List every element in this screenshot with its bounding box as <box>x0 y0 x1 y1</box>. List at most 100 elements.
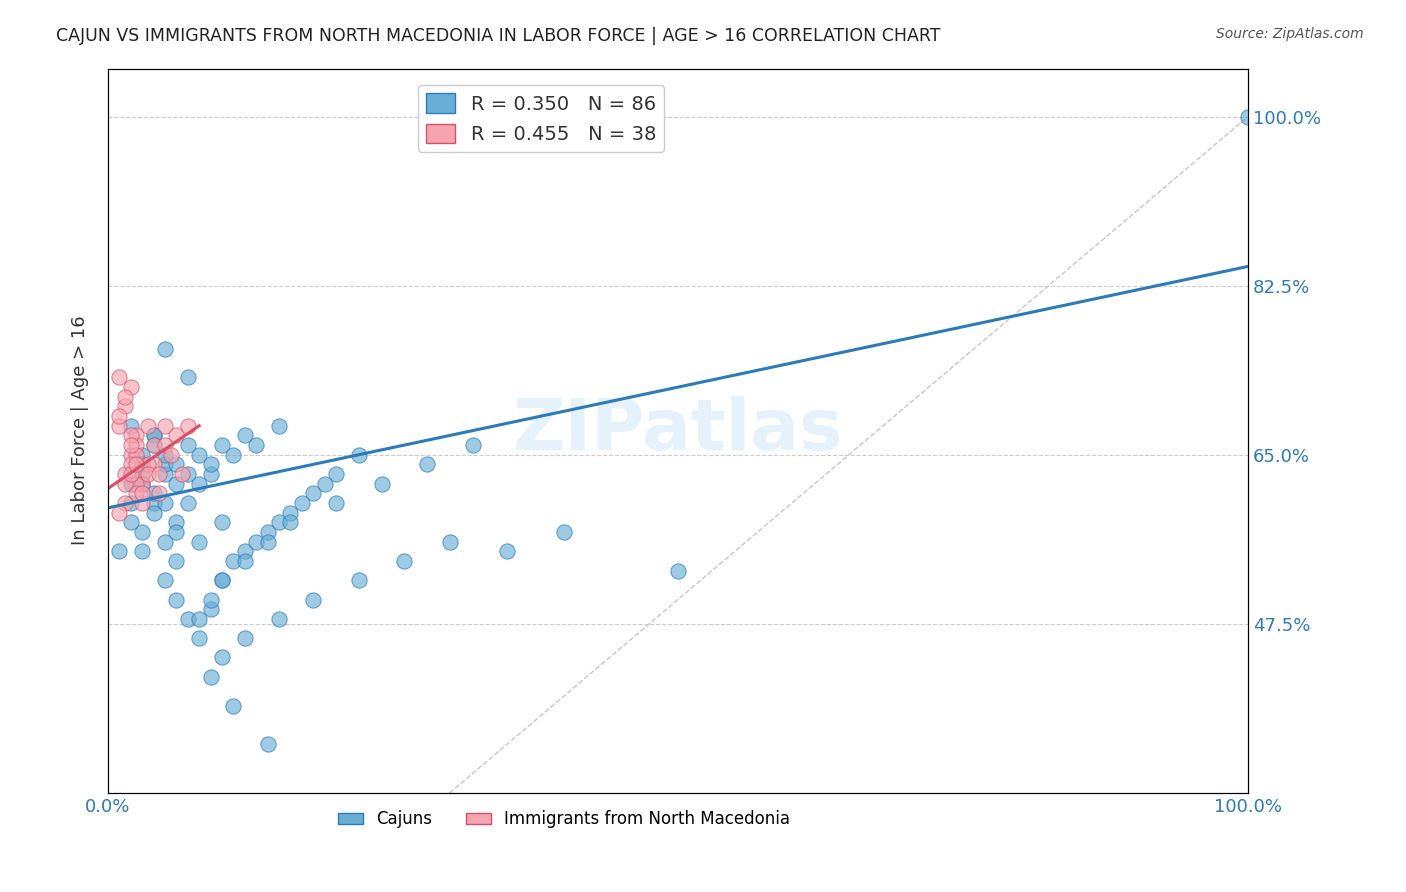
Point <box>461 438 484 452</box>
Point <box>165 592 187 607</box>
Point <box>142 486 165 500</box>
Point <box>416 458 439 472</box>
Point <box>108 370 131 384</box>
Point <box>211 438 233 452</box>
Point <box>120 467 142 481</box>
Point <box>267 418 290 433</box>
Point <box>131 458 153 472</box>
Point <box>131 458 153 472</box>
Point <box>302 486 325 500</box>
Point <box>108 506 131 520</box>
Point <box>245 534 267 549</box>
Point <box>125 428 148 442</box>
Point <box>188 448 211 462</box>
Point <box>131 486 153 500</box>
Point <box>120 438 142 452</box>
Point <box>666 564 689 578</box>
Point <box>347 448 370 462</box>
Point <box>136 467 159 481</box>
Y-axis label: In Labor Force | Age > 16: In Labor Force | Age > 16 <box>72 316 89 545</box>
Point <box>233 631 256 645</box>
Point <box>188 612 211 626</box>
Point <box>153 342 176 356</box>
Point <box>148 467 170 481</box>
Point <box>142 458 165 472</box>
Point <box>256 738 278 752</box>
Point <box>200 467 222 481</box>
Point <box>188 631 211 645</box>
Point <box>125 458 148 472</box>
Legend: Cajuns, Immigrants from North Macedonia: Cajuns, Immigrants from North Macedonia <box>332 804 797 835</box>
Point <box>114 496 136 510</box>
Point <box>142 438 165 452</box>
Point <box>153 458 176 472</box>
Point <box>131 476 153 491</box>
Point <box>131 544 153 558</box>
Point <box>153 418 176 433</box>
Point <box>142 438 165 452</box>
Point <box>114 476 136 491</box>
Point <box>370 476 392 491</box>
Point <box>108 544 131 558</box>
Point <box>177 438 200 452</box>
Point <box>131 467 153 481</box>
Point <box>222 448 245 462</box>
Point <box>302 592 325 607</box>
Point <box>200 602 222 616</box>
Point <box>177 370 200 384</box>
Point <box>267 612 290 626</box>
Point <box>142 496 165 510</box>
Point <box>291 496 314 510</box>
Point <box>114 400 136 414</box>
Point <box>120 448 142 462</box>
Point <box>211 573 233 587</box>
Point <box>165 516 187 530</box>
Point <box>325 467 347 481</box>
Point <box>177 467 200 481</box>
Point <box>200 670 222 684</box>
Point <box>120 428 142 442</box>
Point <box>165 428 187 442</box>
Point <box>120 476 142 491</box>
Point <box>136 458 159 472</box>
Point <box>136 418 159 433</box>
Point <box>1237 110 1260 124</box>
Point <box>233 428 256 442</box>
Point <box>125 476 148 491</box>
Point <box>188 476 211 491</box>
Point <box>153 467 176 481</box>
Point <box>153 573 176 587</box>
Point <box>142 428 165 442</box>
Point <box>131 448 153 462</box>
Point <box>159 448 181 462</box>
Point <box>267 516 290 530</box>
Point <box>177 496 200 510</box>
Point <box>120 380 142 394</box>
Point <box>131 476 153 491</box>
Point <box>280 516 302 530</box>
Point <box>131 467 153 481</box>
Point <box>256 534 278 549</box>
Point <box>108 409 131 423</box>
Point <box>347 573 370 587</box>
Point <box>131 496 153 510</box>
Point <box>148 486 170 500</box>
Point <box>165 458 187 472</box>
Point <box>125 438 148 452</box>
Text: Source: ZipAtlas.com: Source: ZipAtlas.com <box>1216 27 1364 41</box>
Point <box>188 534 211 549</box>
Point <box>233 544 256 558</box>
Point <box>256 524 278 539</box>
Point <box>142 428 165 442</box>
Point <box>200 592 222 607</box>
Point <box>439 534 461 549</box>
Point <box>222 698 245 713</box>
Point <box>325 496 347 510</box>
Point <box>120 496 142 510</box>
Point <box>177 612 200 626</box>
Point <box>153 496 176 510</box>
Point <box>120 418 142 433</box>
Point <box>153 438 176 452</box>
Point <box>211 573 233 587</box>
Point <box>153 448 176 462</box>
